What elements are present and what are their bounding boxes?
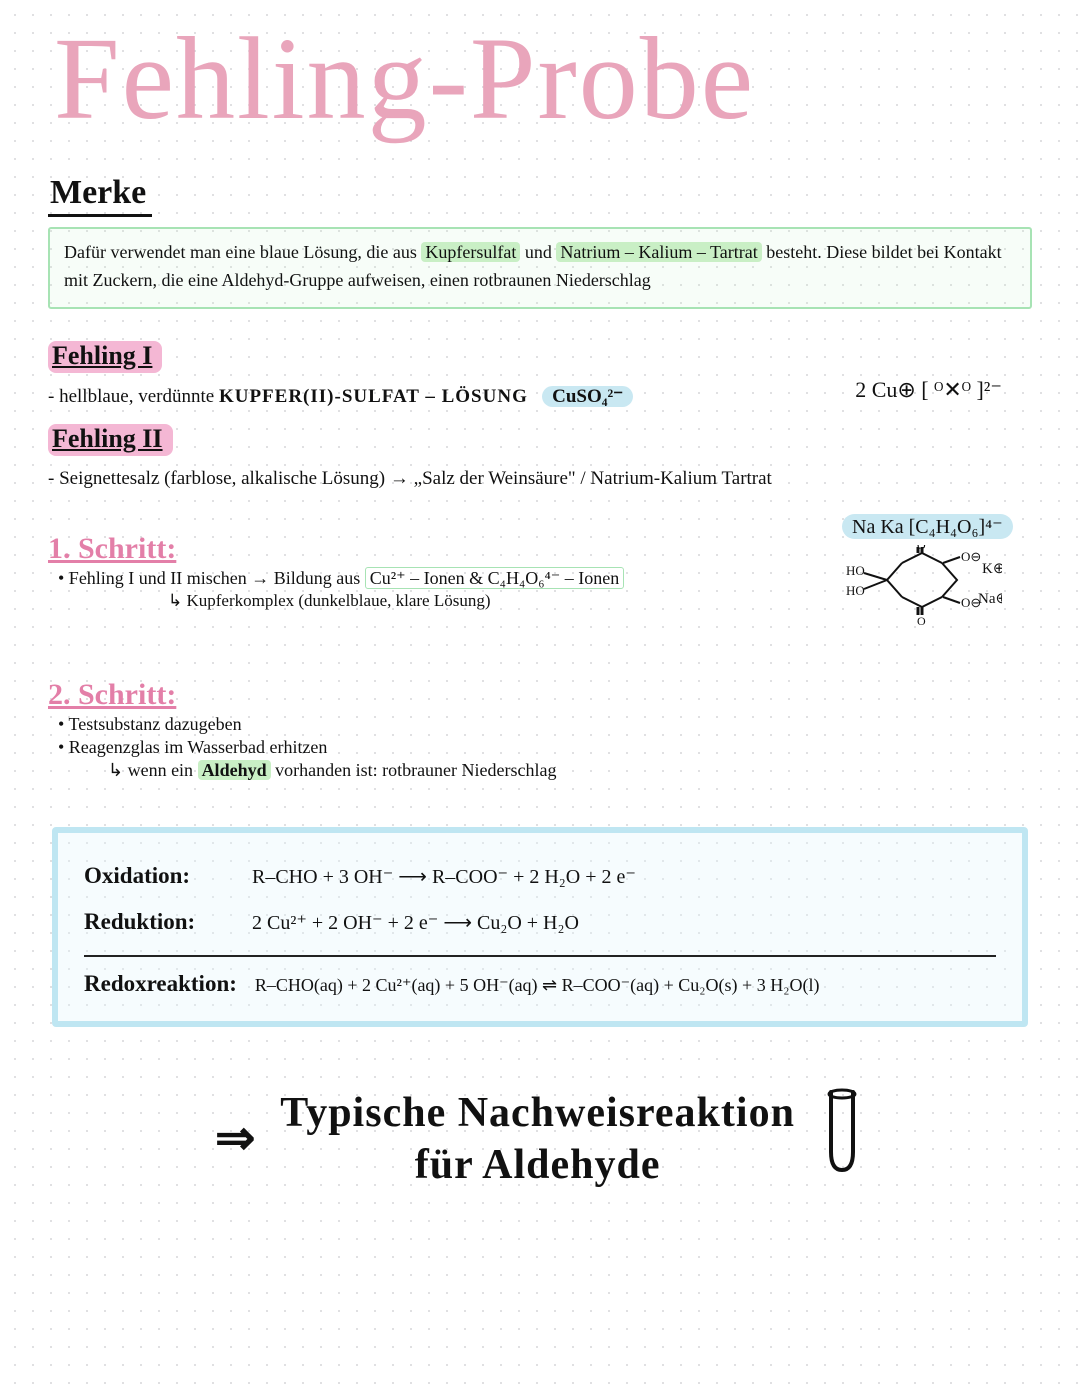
sum-eq: R–CHO(aq) + 2 Cu²⁺(aq) + 5 OH⁻(aq) ⇌ R–C… [255, 975, 820, 996]
svg-text:O: O [917, 614, 926, 628]
mol-na: Na⊕ [978, 591, 1002, 607]
merke-heading: Merke [48, 174, 152, 217]
fehling2-line: - Seignettesalz (farblose, alkalische Lö… [48, 468, 1032, 490]
conclusion-line1: Typische Nachweisreaktion [280, 1090, 795, 1136]
redox-sum: Redoxreaktion: R–CHO(aq) + 2 Cu²⁺(aq) + … [84, 971, 996, 997]
merke-text-mid: und [525, 242, 557, 262]
redox-oxidation: Oxidation: R–CHO + 3 OH⁻ ⟶ R–COO⁻ + 2 H₂… [84, 863, 996, 889]
step1-label: 1. Schritt: [48, 532, 814, 566]
step1-line1-pre: • Fehling I und II mischen → Bildung aus [58, 568, 365, 588]
redox-box: Oxidation: R–CHO + 3 OH⁻ ⟶ R–COO⁻ + 2 H₂… [52, 827, 1028, 1027]
step1-line1: • Fehling I und II mischen → Bildung aus… [58, 568, 814, 589]
fehling1-formula-hl: CuSO₄²⁻ [542, 386, 633, 407]
step2-b3: ↳ wenn ein Aldehyd vorhanden ist: rotbra… [108, 760, 1032, 781]
sum-label: Redoxreaktion: [84, 971, 237, 997]
red-eq: 2 Cu²⁺ + 2 OH⁻ + 2 e⁻ ⟶ Cu₂O + H₂O [252, 910, 579, 935]
mol-ho2: HO [846, 583, 865, 598]
merke-text-pre: Dafür verwendet man eine blaue Lösung, d… [64, 242, 421, 262]
mol-ho1: HO [846, 563, 865, 578]
naka-formula: Na Ka [C₄H₄O₆]⁴⁻ [842, 514, 1013, 539]
step1-line2: ↳ Kupferkomplex (dunkelblaue, klare Lösu… [168, 591, 814, 611]
ox-eq: R–CHO + 3 OH⁻ ⟶ R–COO⁻ + 2 H₂O + 2 e⁻ [252, 864, 636, 889]
redox-divider [84, 955, 996, 957]
page-title: Fehling-Probe [54, 20, 1032, 138]
mol-o1: O⊖ [961, 549, 981, 564]
redox-reduction: Reduktion: 2 Cu²⁺ + 2 OH⁻ + 2 e⁻ ⟶ Cu₂O … [84, 909, 996, 935]
fehling1-label: Fehling I [48, 341, 162, 373]
conclusion: ⇒ Typische Nachweisreaktion für Aldehyde [48, 1087, 1032, 1192]
tartrate-svg: HO HO O⊖ O⊖ K⊕ Na⊕ O O [842, 545, 1002, 655]
step2-b3-hl: Aldehyd [198, 760, 271, 780]
step2-b3-pre: ↳ wenn ein [108, 760, 198, 780]
merke-kw-kupfersulfat: Kupfersulfat [421, 242, 520, 262]
red-label: Reduktion: [84, 909, 234, 935]
conclusion-line2: für Aldehyde [415, 1142, 661, 1188]
step2-b2: • Reagenzglas im Wasserbad erhitzen [58, 737, 1032, 758]
fehling1-mid: KUPFER(II)-SULFAT – LÖSUNG [219, 386, 528, 407]
fehling1-side-formula: 2 Cu⊕ [ ᴼ✕ᴼ ]²⁻ [855, 377, 1002, 403]
svg-text:O: O [917, 545, 926, 552]
ox-label: Oxidation: [84, 863, 234, 889]
merke-kw-tartrat: Natrium – Kalium – Tartrat [556, 242, 761, 262]
step1-ion-box: Cu²⁺ – Ionen & C₄H₄O₆⁴⁻ – Ionen [365, 567, 624, 589]
test-tube-icon [819, 1088, 865, 1192]
fehling1-pre: - hellblaue, verdünnte [48, 386, 219, 407]
merke-box: Dafür verwendet man eine blaue Lösung, d… [48, 227, 1032, 309]
conclusion-arrow: ⇒ [215, 1109, 256, 1169]
tartrate-molecule: Na Ka [C₄H₄O₆]⁴⁻ HO HO O⊖ O⊖ K⊕ Na⊕ [842, 514, 1002, 660]
fehling1-line: - hellblaue, verdünnte KUPFER(II)-SULFAT… [48, 385, 827, 408]
step2-label: 2. Schritt: [48, 678, 1032, 712]
step2-b1: • Testsubstanz dazugeben [58, 714, 1032, 735]
fehling2-label: Fehling II [48, 424, 173, 456]
step2-b3-post: vorhanden ist: rotbrauner Niederschlag [275, 760, 556, 780]
mol-k: K⊕ [982, 561, 1002, 577]
